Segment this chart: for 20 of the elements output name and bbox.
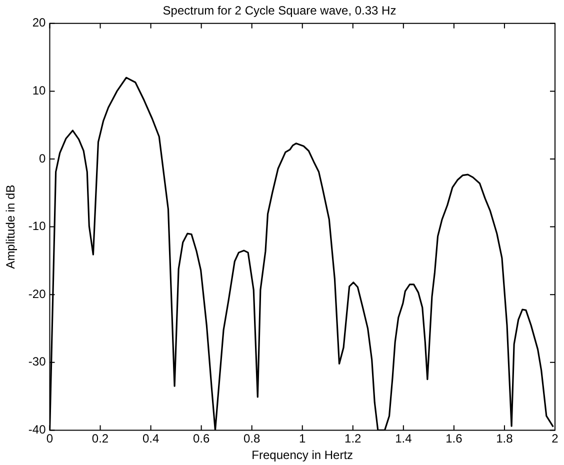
x-tick-label: 0.4 bbox=[142, 432, 160, 446]
y-tick-label: -40 bbox=[28, 422, 46, 437]
x-tick-label: 0.2 bbox=[92, 432, 109, 446]
y-axis-title: Amplitude in dB bbox=[4, 184, 18, 269]
x-tick-label: 2 bbox=[552, 432, 559, 446]
y-tick-label: -20 bbox=[28, 286, 46, 301]
y-tick-label: 10 bbox=[32, 84, 46, 98]
y-tick-label: 20 bbox=[32, 16, 46, 30]
x-tick-label: 1.4 bbox=[395, 432, 412, 446]
x-tick-label: 1.2 bbox=[344, 432, 362, 446]
y-tick-label: -30 bbox=[28, 354, 46, 369]
x-tick-label: 1.6 bbox=[446, 432, 463, 446]
x-tick-label: 1.8 bbox=[496, 432, 514, 446]
y-tick-label: -10 bbox=[28, 219, 46, 234]
x-tick-label: 0.8 bbox=[244, 432, 261, 446]
x-tick-label: 1 bbox=[299, 432, 306, 446]
y-tick-label: 0 bbox=[39, 151, 46, 166]
chart-title: Spectrum for 2 Cycle Square wave, 0.33 Hz bbox=[162, 4, 396, 18]
x-tick-label: 0.6 bbox=[192, 432, 210, 446]
x-axis-title: Frequency in Hertz bbox=[252, 448, 354, 462]
